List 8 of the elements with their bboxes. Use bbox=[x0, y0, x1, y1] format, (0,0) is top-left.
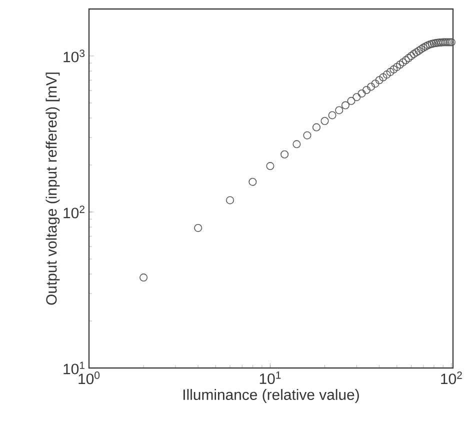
x-axis-title: Illuminance (relative value) bbox=[184, 389, 359, 403]
y-axis-title: Output voltage (input reffered) [mV] bbox=[46, 72, 60, 305]
x-tick-label: 10$^{0}$ bbox=[78, 372, 100, 384]
y-tick-label: 10$^{2}$ bbox=[64, 206, 84, 218]
y-tick-label: 10$^{1}$ bbox=[64, 362, 84, 374]
y-tick-label: 10$^{3}$ bbox=[64, 50, 85, 62]
x-tick-label: 10$^{2}$ bbox=[441, 372, 462, 384]
x-tick-label: 10$^{1}$ bbox=[260, 372, 281, 384]
